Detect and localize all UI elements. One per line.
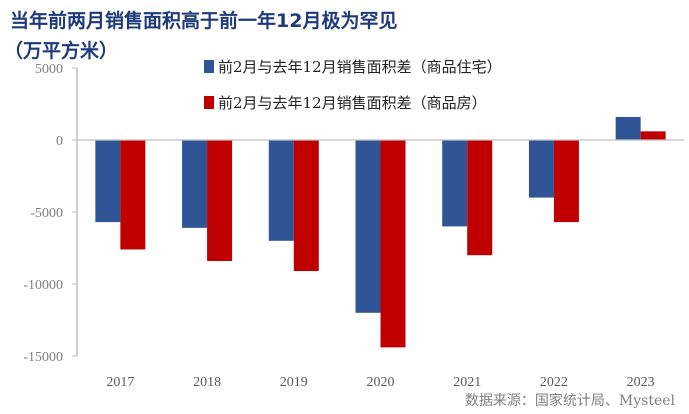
y-tick-label: -5000 <box>30 206 63 221</box>
bar-commercial-2019 <box>293 140 319 272</box>
bar-commercial-2022 <box>553 140 579 223</box>
x-tick-label: 2021 <box>453 375 481 390</box>
chart-title: 当年前两月销售面积高于前一年12月极为罕见 <box>10 10 398 32</box>
legend-swatch <box>204 60 214 73</box>
x-tick-label: 2017 <box>106 375 134 390</box>
chart-unit: （万平方米） <box>4 40 119 62</box>
bar-commercial-2018 <box>207 140 233 261</box>
bar-commercial-2017 <box>120 140 146 250</box>
source-note: 数据来源：国家统计局、Mysteel <box>464 393 675 409</box>
x-tick-label: 2023 <box>627 375 655 390</box>
x-tick-label: 2019 <box>280 375 308 390</box>
y-tick-label: 5000 <box>35 62 63 77</box>
legend-label: 前2月与去年12月销售面积差（商品房） <box>218 94 487 112</box>
bar-residential-2023 <box>615 116 641 140</box>
y-tick-label: 0 <box>56 134 63 149</box>
bar-residential-2017 <box>95 140 121 223</box>
bar-commercial-2020 <box>380 140 406 348</box>
bar-residential-2019 <box>268 140 294 241</box>
y-tick-label: -15000 <box>23 350 63 365</box>
legend-swatch <box>204 96 214 109</box>
bar-commercial-2023 <box>640 131 666 140</box>
x-tick-label: 2022 <box>540 375 568 390</box>
y-tick-label: -10000 <box>23 278 63 293</box>
legend-label: 前2月与去年12月销售面积差（商品住宅） <box>218 58 502 76</box>
x-tick-label: 2018 <box>193 375 221 390</box>
bar-residential-2018 <box>182 140 208 228</box>
bar-residential-2020 <box>355 140 381 313</box>
x-tick-label: 2020 <box>367 375 395 390</box>
bar-residential-2021 <box>442 140 468 227</box>
bar-residential-2022 <box>528 140 554 198</box>
bar-commercial-2021 <box>467 140 493 256</box>
